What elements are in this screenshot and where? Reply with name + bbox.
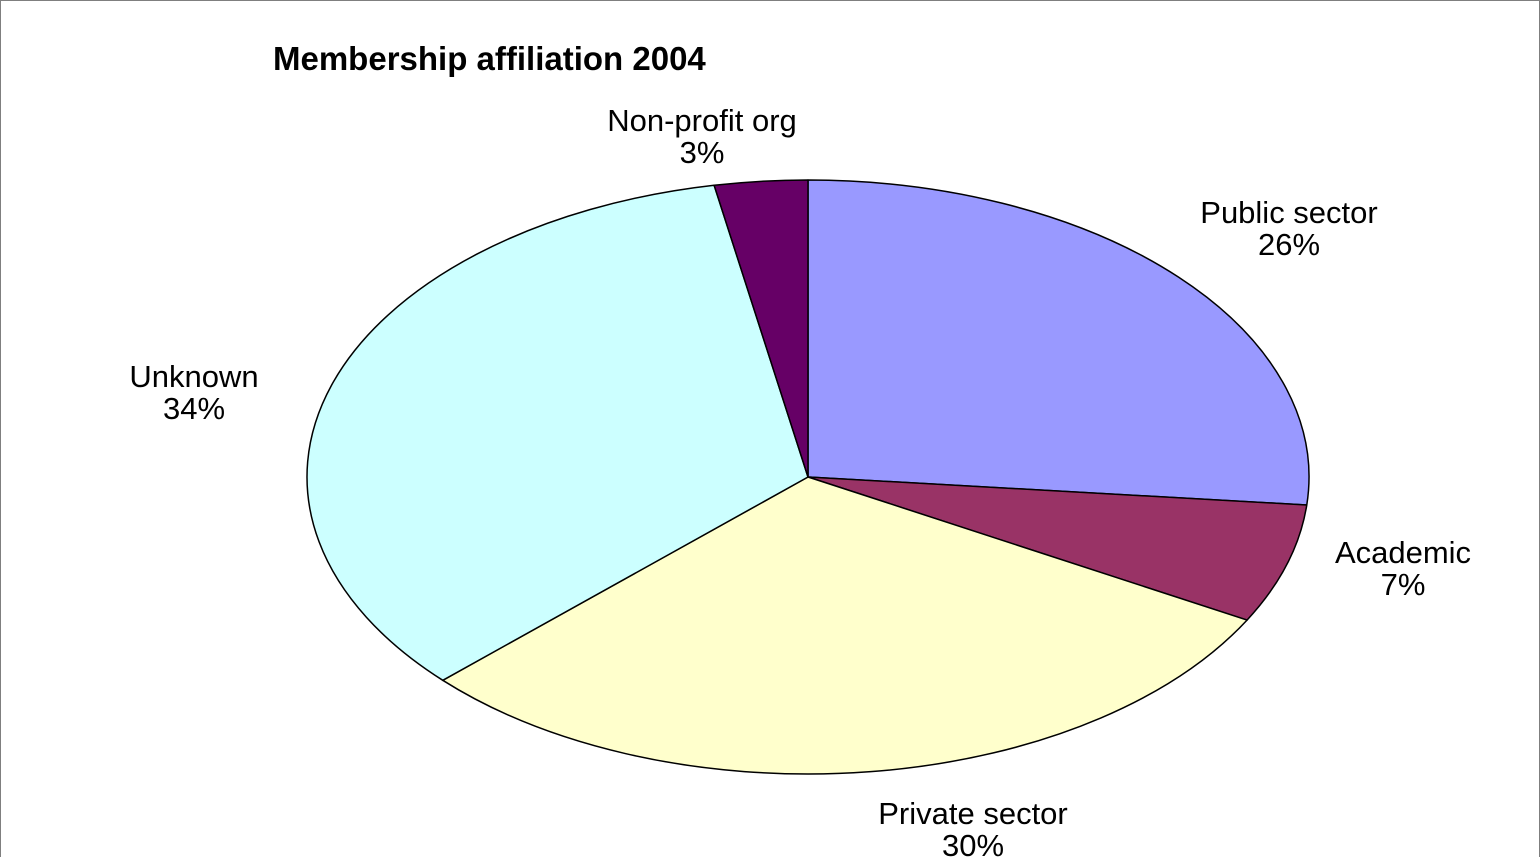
slice-percent-public-sector: 26% xyxy=(1258,227,1320,262)
pie-slice-non-profit-org xyxy=(713,179,809,478)
slice-label-public-sector: Public sector xyxy=(1200,195,1377,230)
pie-slice-private-sector xyxy=(442,476,1248,775)
slice-percent-private-sector: 30% xyxy=(942,828,1004,858)
slice-percent-academic: 7% xyxy=(1381,567,1426,602)
pie-slice-public-sector xyxy=(807,179,1310,506)
slice-label-non-profit-org: Non-profit org xyxy=(607,103,797,138)
slice-percent-unknown: 34% xyxy=(163,391,225,426)
pie-slices xyxy=(306,179,1310,775)
pie-slice-unknown xyxy=(306,184,809,682)
pie-slice-academic xyxy=(807,476,1308,621)
slice-percent-non-profit-org: 3% xyxy=(680,135,725,170)
slice-label-unknown: Unknown xyxy=(129,359,258,394)
slice-label-academic: Academic xyxy=(1335,535,1471,570)
slice-label-private-sector: Private sector xyxy=(878,796,1068,831)
chart-title: Membership affiliation 2004 xyxy=(273,40,706,77)
